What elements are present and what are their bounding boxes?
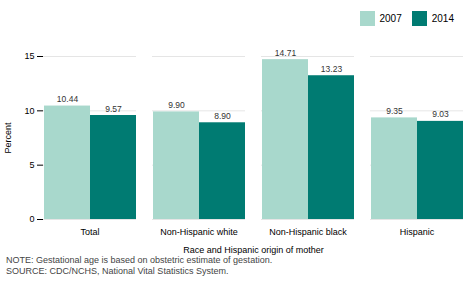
svg-text:Hispanic: Hispanic [400, 227, 435, 237]
html-text:2014: 2014 [431, 13, 454, 24]
svg-text:Total: Total [80, 227, 99, 237]
html-text:NOTE: Gestational age is based: NOTE: Gestational age is based on obstet… [6, 255, 273, 265]
svg-text:Race and Hispanic origin of mo: Race and Hispanic origin of mother [183, 245, 324, 255]
svg-text:8.90: 8.90 [214, 111, 231, 121]
svg-text:9.03: 9.03 [432, 109, 449, 119]
svg-text:5: 5 [29, 160, 34, 170]
svg-text:10.44: 10.44 [57, 94, 79, 104]
svg-text:Percent: Percent [3, 122, 13, 154]
svg-text:Non-Hispanic white: Non-Hispanic white [160, 227, 238, 237]
svg-text:15: 15 [24, 51, 34, 61]
svg-text:9.35: 9.35 [386, 106, 403, 116]
html-text:2007: 2007 [379, 13, 402, 24]
svg-text:9.90: 9.90 [168, 100, 185, 110]
svg-text:9.57: 9.57 [105, 104, 122, 114]
html-text:SOURCE: CDC/NCHS, National Vit: SOURCE: CDC/NCHS, National Vital Statist… [6, 266, 229, 276]
svg-text:14.71: 14.71 [275, 48, 297, 58]
svg-text:13.23: 13.23 [321, 64, 343, 74]
svg-text:Non-Hispanic black: Non-Hispanic black [269, 227, 347, 237]
svg-text:10: 10 [24, 106, 34, 116]
svg-text:0: 0 [29, 214, 34, 224]
